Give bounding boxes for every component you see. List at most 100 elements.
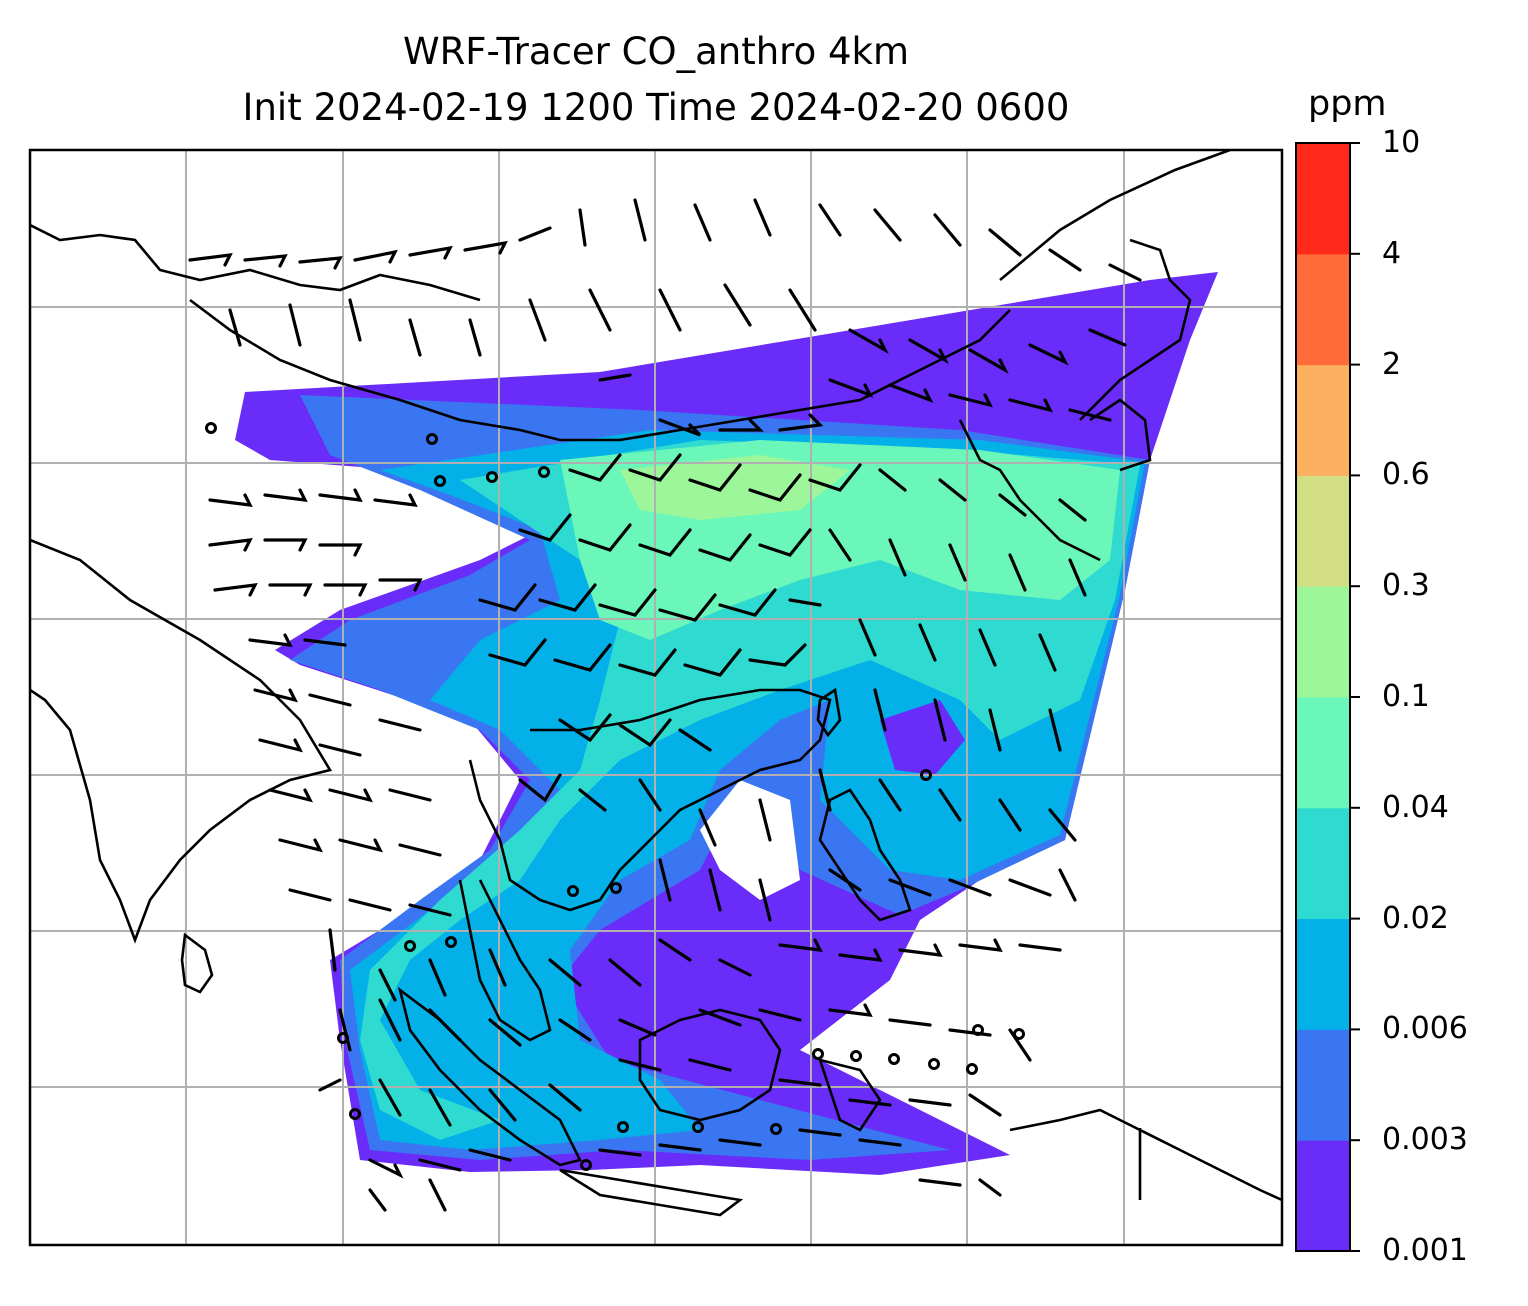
wind-barb — [758, 1008, 802, 1022]
wind-barb — [758, 528, 812, 557]
wind-barb — [878, 468, 907, 492]
wind-barb — [548, 1083, 582, 1112]
wind-barb — [378, 578, 423, 592]
wind-barb — [628, 453, 682, 482]
wind-barb — [723, 283, 752, 327]
wind-barb — [948, 878, 992, 897]
wind-barb — [958, 938, 1003, 952]
wind-barb — [688, 1058, 732, 1072]
wind-barb — [263, 538, 308, 552]
wind-barb — [1058, 868, 1077, 902]
colorbar-unit-label: ppm — [1308, 84, 1387, 124]
wind-barb — [528, 298, 547, 342]
calm-circle — [888, 1053, 900, 1065]
calm-circle — [966, 1063, 978, 1075]
wind-barb — [948, 393, 993, 408]
wind-barb — [518, 513, 572, 542]
wind-barb — [408, 245, 453, 260]
plume-eddy-center — [880, 700, 965, 775]
calm-circle — [610, 882, 622, 894]
wind-barb — [658, 288, 682, 332]
coast-philippines — [818, 788, 912, 922]
wind-barb — [873, 688, 887, 732]
wind-barb — [318, 488, 363, 502]
calm-circle — [920, 769, 932, 781]
wind-barb — [848, 328, 889, 355]
wind-barb — [588, 288, 612, 332]
map-gridlines — [30, 150, 1282, 1245]
colorbar-segment — [1296, 586, 1350, 698]
wind-barb — [1008, 878, 1052, 897]
wind-barb — [278, 838, 323, 853]
wind-barb — [408, 903, 452, 917]
wind-barb — [328, 928, 337, 972]
wind-barb — [428, 1008, 462, 1042]
calm-circle — [770, 1123, 782, 1135]
calm-circle — [928, 1058, 940, 1070]
wind-barb — [348, 298, 362, 342]
calm-circle — [486, 471, 498, 483]
colorbar-segment — [1296, 253, 1350, 366]
colorbar-tick-label: 4 — [1382, 235, 1402, 271]
wind-barb — [308, 693, 352, 707]
wind-barb — [708, 868, 722, 912]
wind-barb — [488, 638, 547, 667]
wind-barb — [428, 1088, 452, 1127]
wind-barb — [378, 968, 397, 1002]
wind-barb — [248, 633, 293, 647]
wind-barb — [918, 623, 937, 662]
wind-barb — [553, 643, 612, 672]
colorbar-tick-label: 10 — [1382, 125, 1421, 160]
wind-barb — [998, 798, 1022, 832]
wind-barb — [718, 958, 752, 977]
calm-circle — [349, 1108, 361, 1120]
wind-barb — [208, 493, 253, 507]
coast-northeast — [1079, 238, 1192, 421]
wind-barb — [1048, 708, 1062, 752]
wind-barb — [748, 473, 802, 502]
wind-barbs — [188, 198, 1142, 1212]
coast-sumatra — [397, 986, 582, 1167]
wind-barb — [338, 838, 383, 853]
wind-barb — [488, 1018, 522, 1047]
calm-circle — [850, 1050, 862, 1062]
wind-barb — [353, 249, 398, 264]
wind-barb — [748, 643, 807, 667]
wind-barb — [948, 543, 967, 582]
wind-barb — [1008, 553, 1027, 592]
border-inland — [189, 298, 1011, 442]
wind-barb — [608, 958, 642, 987]
calm-circle — [617, 1121, 629, 1133]
wind-barb — [858, 618, 877, 657]
wind-barb — [468, 1148, 512, 1162]
wind-barb — [338, 1008, 352, 1052]
calm-circle — [972, 1024, 984, 1036]
wind-barb — [693, 203, 712, 242]
wind-barb — [478, 583, 537, 612]
wind-barb — [1068, 408, 1112, 422]
wind-barb — [268, 788, 313, 803]
calm-wind-markers — [205, 422, 1025, 1171]
wind-barb — [618, 718, 672, 748]
map-title: WRF-Tracer CO_anthro 4km — [402, 30, 909, 73]
colorbar-tick-label: 0.6 — [1382, 457, 1430, 493]
wind-barb — [253, 688, 298, 703]
wind-barb — [373, 493, 418, 507]
wind-barb — [488, 948, 507, 987]
colorbar-tick-label: 0.001 — [1382, 1233, 1468, 1268]
wind-barb — [908, 338, 949, 365]
wind-barb — [323, 583, 368, 597]
wind-barb — [873, 208, 902, 242]
calm-circle — [404, 940, 416, 952]
wind-barb — [788, 288, 817, 332]
colorbar-tick-label: 0.04 — [1382, 789, 1449, 825]
wind-barb — [968, 348, 1009, 375]
wind-barb — [618, 1058, 662, 1072]
colorbar-tick-label: 0.02 — [1382, 900, 1449, 936]
calm-circle — [426, 433, 438, 445]
wind-barb — [688, 463, 742, 492]
wind-barb — [978, 1178, 1002, 1197]
wind-barb — [378, 1078, 402, 1117]
calm-circle — [337, 1032, 349, 1044]
coast-korea-japan — [958, 398, 1152, 562]
